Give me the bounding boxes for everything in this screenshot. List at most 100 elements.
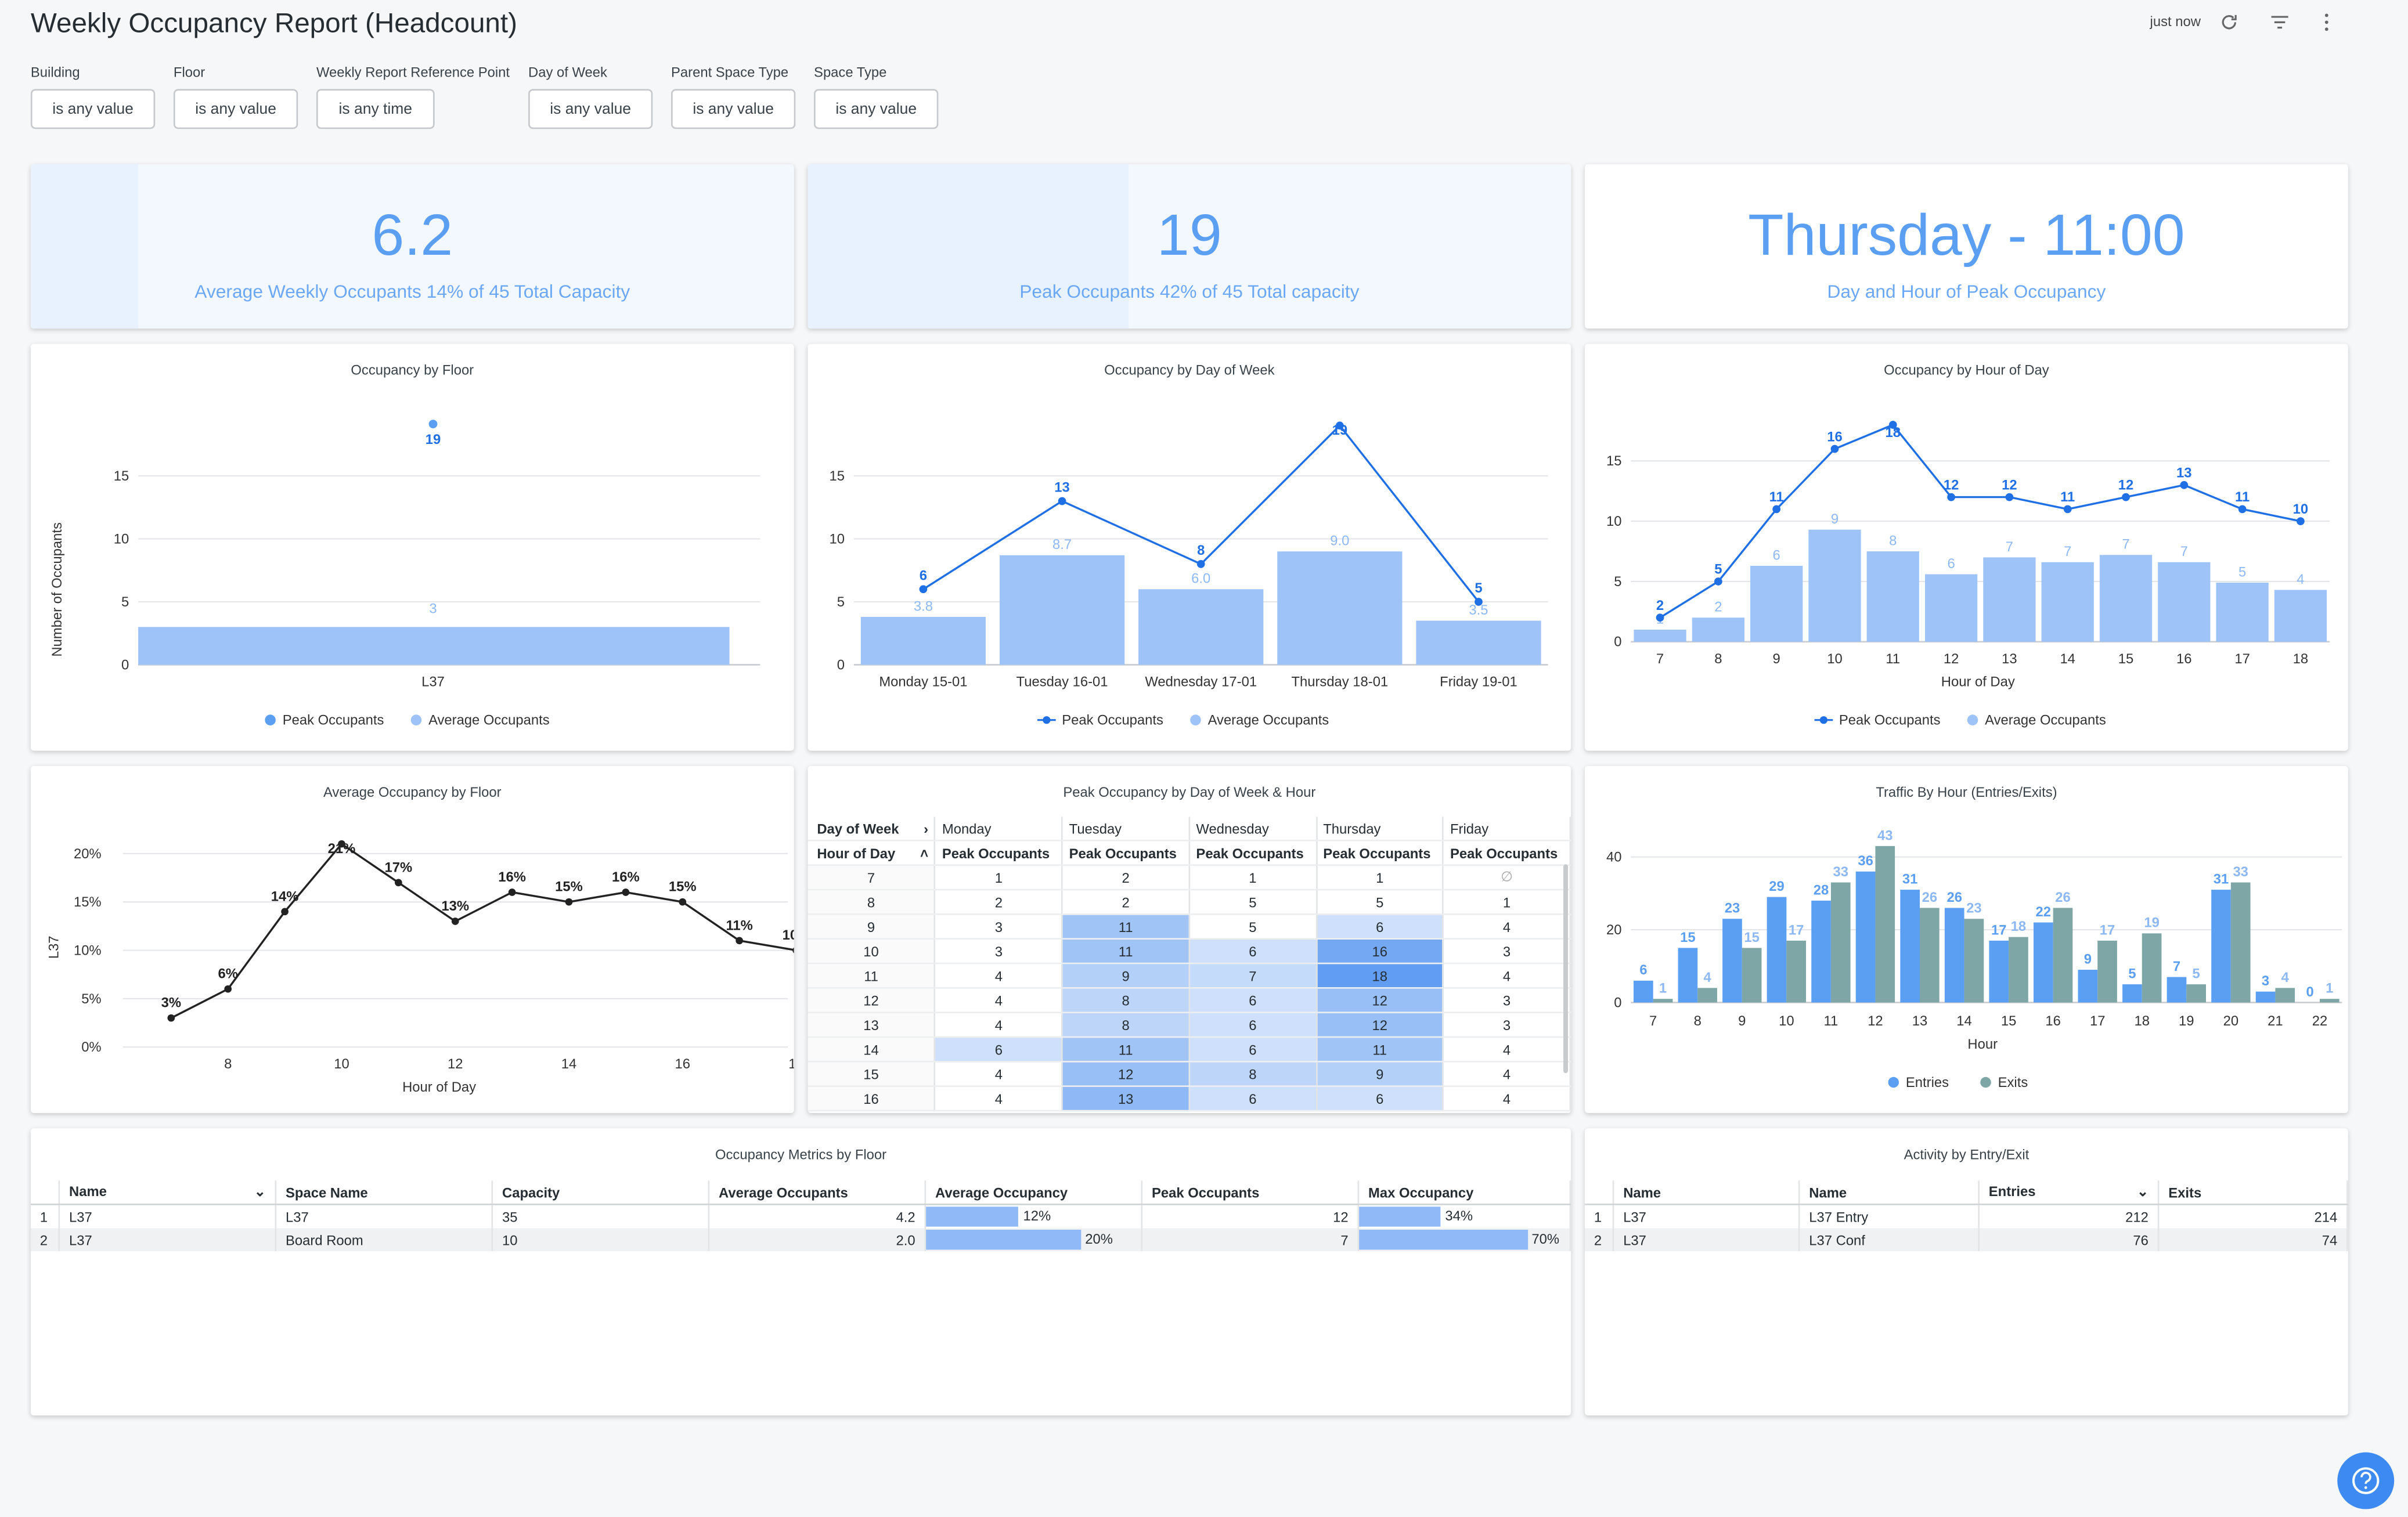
table-row[interactable]: 1 L37 L37 35 4.2 12% 12 34% xyxy=(30,1204,1571,1229)
heatmap-cell: 1 xyxy=(1443,890,1571,915)
bar-label: 7 xyxy=(2006,539,2013,555)
column-header-average-occupancy[interactable]: Average Occupancy xyxy=(925,1180,1143,1205)
bar-entries xyxy=(1811,900,1831,1003)
column-header-name[interactable]: Name xyxy=(1613,1180,1800,1205)
point-label: 11% xyxy=(726,918,752,933)
x-tick-label: L37 xyxy=(421,674,445,689)
bar-entries xyxy=(1944,908,1964,1003)
row-index-header xyxy=(30,1180,60,1205)
y-tick-label: 0 xyxy=(1614,995,1621,1010)
measure-header: Peak Occupants xyxy=(1443,840,1571,866)
table-title: Activity by Entry/Exit xyxy=(1904,1147,2030,1162)
heatmap-cell: 6 xyxy=(935,1036,1064,1063)
column-header-space-name[interactable]: Space Name xyxy=(275,1180,493,1205)
legend-label: Exits xyxy=(1998,1075,2028,1090)
bar-label: 23 xyxy=(1966,901,1981,916)
row-header[interactable]: Hour of Day ˄ xyxy=(808,840,936,866)
peak-point xyxy=(1196,560,1205,568)
filter-reference-point[interactable]: is any time xyxy=(316,89,435,129)
column-header-entries[interactable]: Entries ⌄ xyxy=(1978,1180,2160,1205)
point-label: 16 xyxy=(1827,429,1842,445)
table-occupancy-metrics: Occupancy Metrics by Floor Name ⌄ Space N… xyxy=(30,1128,1571,1416)
bar-label: 5 xyxy=(2193,966,2200,982)
occupancy-bar xyxy=(926,1229,1081,1250)
bar-label: 5 xyxy=(2128,966,2136,982)
column-header-name[interactable]: Name ⌄ xyxy=(59,1180,277,1205)
cell-name: L37 xyxy=(1613,1228,1800,1252)
bar-exits xyxy=(1830,882,1851,1003)
heatmap-cell: 12 xyxy=(1316,988,1444,1013)
kpi-progress-fill xyxy=(808,164,1129,329)
table-row[interactable]: 1 L37 L37 Entry 212 214 xyxy=(1585,1204,2348,1229)
bar-entries xyxy=(1767,897,1787,1003)
refresh-icon[interactable] xyxy=(2219,12,2239,32)
bar-exits xyxy=(2230,882,2251,1003)
filter-space-type[interactable]: is any value xyxy=(814,89,939,129)
chevron-down-icon: ⌄ xyxy=(2136,1183,2149,1200)
pivot-header[interactable]: Day of Week › xyxy=(808,817,936,841)
point-label: 13 xyxy=(2176,465,2191,481)
day-header: Wednesday xyxy=(1189,817,1317,841)
heatmap-cell: 9 xyxy=(1062,963,1190,989)
heatmap-row: 9 3 11 5 6 4 xyxy=(808,914,1571,940)
x-tick-label: 11 xyxy=(1886,651,1900,667)
bar-exits xyxy=(2142,933,2162,1003)
bar-label: 6 xyxy=(1773,547,1780,563)
column-header-exits[interactable]: Exits xyxy=(2158,1180,2348,1205)
bar-label: 33 xyxy=(2233,864,2248,880)
point-label: 5 xyxy=(1714,562,1722,577)
vertical-scrollbar[interactable] xyxy=(1563,864,1568,1074)
heatmap-cell: 11 xyxy=(1316,1036,1444,1063)
point-label: 12 xyxy=(2002,477,2017,493)
column-header-entry-name[interactable]: Name xyxy=(1799,1180,1980,1205)
kpi-value: 6.2 xyxy=(372,204,453,269)
peak-point xyxy=(1475,598,1483,606)
heatmap-cell: 4 xyxy=(1443,914,1571,940)
kpi-label: Peak Occupants 42% of 45 Total capacity xyxy=(1019,281,1360,303)
column-header-capacity[interactable]: Capacity xyxy=(492,1180,710,1205)
heatmap-cell: 16 xyxy=(1316,938,1444,965)
x-tick-label: 16 xyxy=(675,1056,690,1072)
line-point xyxy=(792,947,794,953)
heatmap-cell: 2 xyxy=(935,890,1064,915)
occupancy-value: 12% xyxy=(1023,1208,1051,1224)
x-tick-label: 14 xyxy=(2060,651,2075,667)
bar-entries xyxy=(1634,980,1653,1003)
cell-name: L37 xyxy=(59,1204,277,1229)
bar-label: 9.0 xyxy=(1330,533,1349,549)
column-header-average-occupants[interactable]: Average Occupants xyxy=(708,1180,927,1205)
column-header-peak-occupants[interactable]: Peak Occupants xyxy=(1141,1180,1360,1205)
heatmap-cell: 5 xyxy=(1189,914,1317,940)
cell-peak-occupants: 7 xyxy=(1141,1228,1360,1252)
occupancy-value: 34% xyxy=(1445,1208,1473,1224)
filter-parent-space-type[interactable]: is any value xyxy=(671,89,796,129)
row-index: 2 xyxy=(30,1228,60,1252)
filter-icon[interactable] xyxy=(2270,12,2290,32)
heatmap-cell: 8 xyxy=(1062,1012,1190,1038)
filter-floor[interactable]: is any value xyxy=(173,89,298,129)
cell-space-name: Board Room xyxy=(275,1228,493,1252)
kpi-label: Day and Hour of Peak Occupancy xyxy=(1827,281,2106,303)
point-label: 8 xyxy=(1197,543,1205,558)
bar-label: 6.0 xyxy=(1191,571,1210,587)
point-label: 11 xyxy=(2060,489,2075,505)
bar-label: 31 xyxy=(2214,872,2229,887)
legend-marker xyxy=(1888,1077,1899,1088)
line-point xyxy=(338,840,345,848)
more-options-icon[interactable] xyxy=(2317,12,2336,32)
bar-entries xyxy=(2078,970,2098,1003)
filter-label-parent-space-type: Parent Space Type xyxy=(671,64,789,80)
table-row[interactable]: 2 L37 Board Room 10 2.0 20% 7 70% xyxy=(30,1228,1571,1252)
cell-space-name: L37 xyxy=(275,1204,493,1229)
chevron-down-icon: ⌄ xyxy=(254,1183,266,1200)
heatmap-cell: 18 xyxy=(1316,963,1444,989)
table-row[interactable]: 2 L37 L37 Conf 76 74 xyxy=(1585,1228,2348,1252)
x-tick-label: 20 xyxy=(2223,1013,2238,1029)
filter-day-of-week[interactable]: is any value xyxy=(528,89,653,129)
filter-building[interactable]: is any value xyxy=(30,89,156,129)
heatmap-row: 10 3 11 6 16 3 xyxy=(808,938,1571,965)
column-header-max-occupancy[interactable]: Max Occupancy xyxy=(1358,1180,1571,1205)
help-button[interactable] xyxy=(2337,1452,2395,1509)
bar-label: 31 xyxy=(1902,872,1917,887)
peak-line xyxy=(1659,423,2301,619)
